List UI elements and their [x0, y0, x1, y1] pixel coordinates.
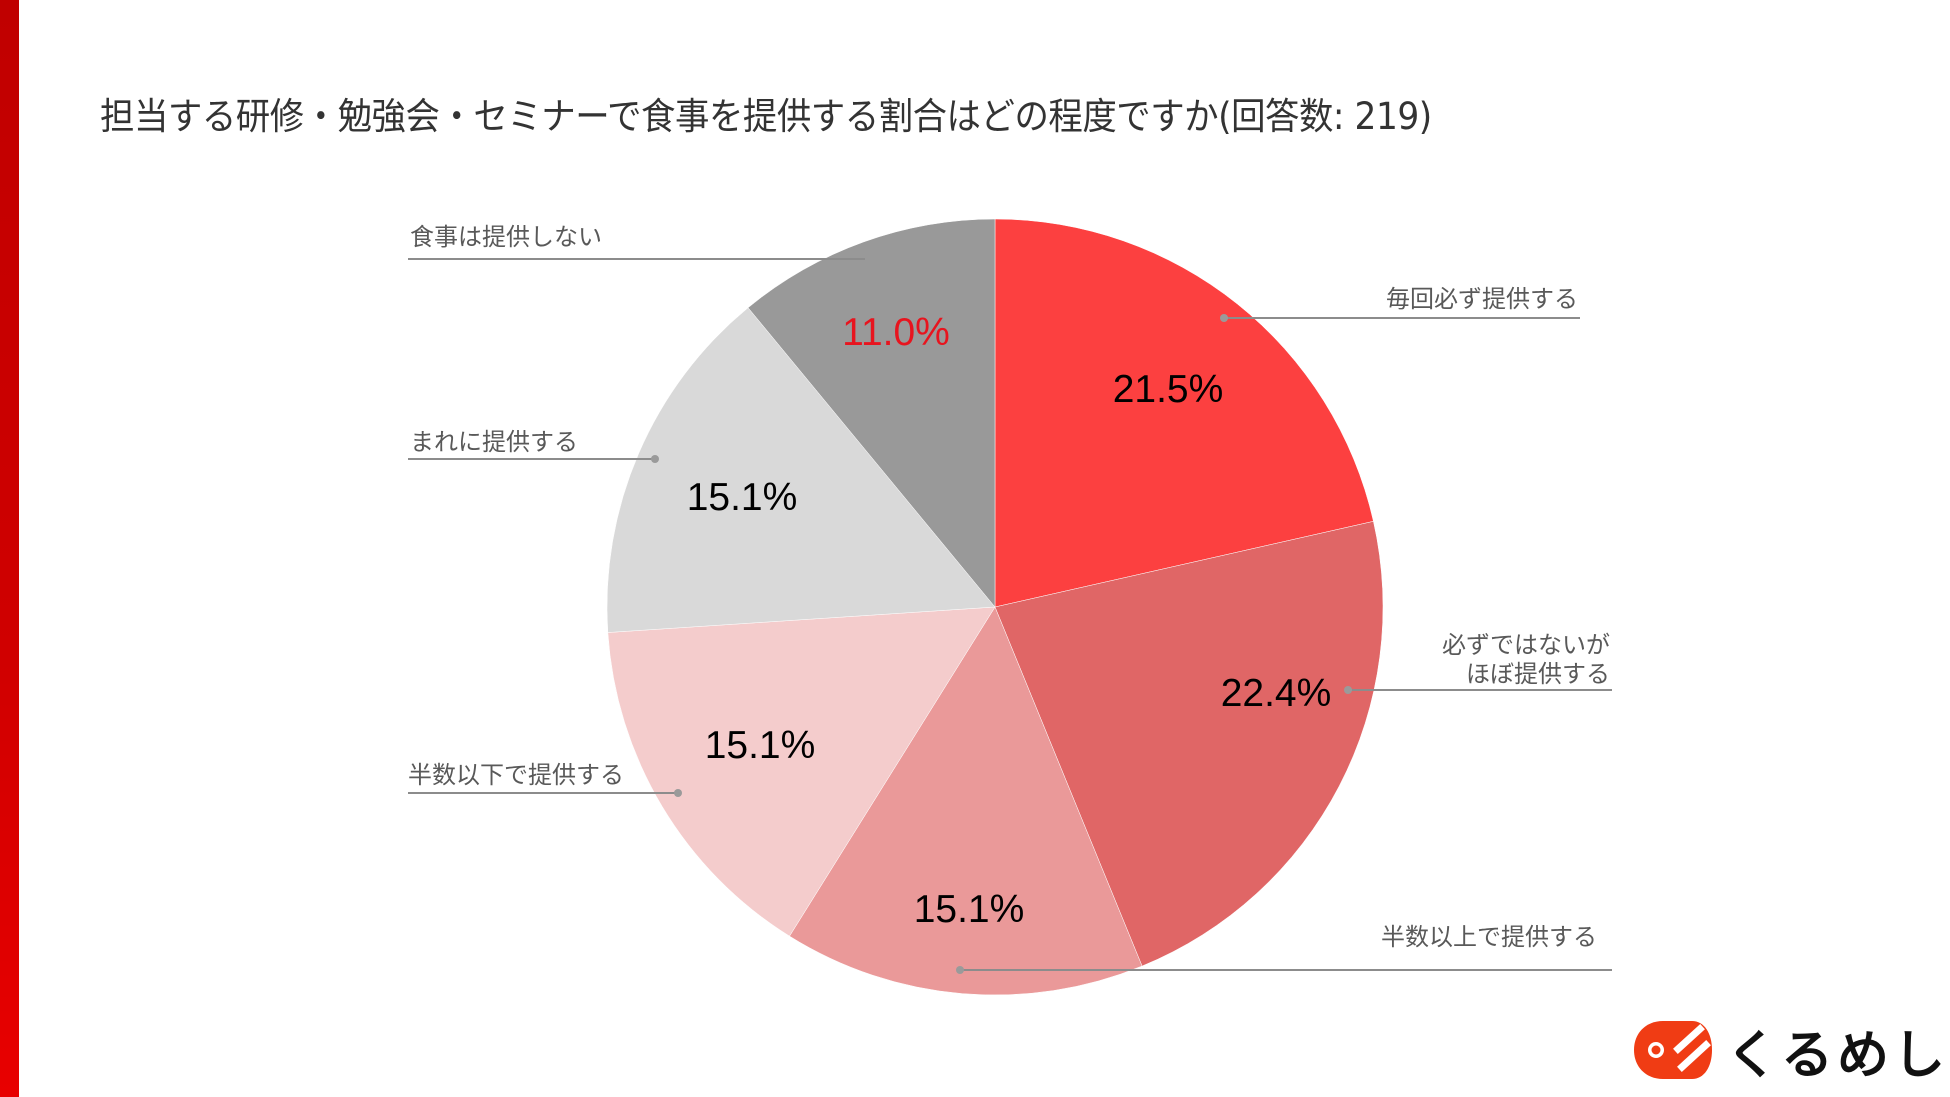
kurumeshi-logo-icon [1634, 1021, 1712, 1079]
value-label-rarely: 15.1% [686, 476, 798, 519]
label-never: 食事は提供しない [410, 223, 602, 251]
label-almost-line1: 必ずではないが [1442, 631, 1610, 659]
pie-slice [994, 218, 1374, 608]
value-label-every-time: 21.5% [1112, 368, 1224, 411]
value-label-never: 11.0% [842, 311, 950, 354]
pie-slice [994, 521, 1384, 967]
accent-bar [0, 0, 19, 1097]
pie-slice [747, 218, 996, 608]
pie-slices [606, 218, 1384, 996]
value-label-less-than-half: 15.1% [704, 724, 816, 767]
value-label-almost: 22.4% [1220, 672, 1332, 715]
leader-lines [408, 258, 1612, 974]
label-rarely: まれに提供する [410, 428, 578, 456]
label-every-time: 毎回必ず提供する [1386, 285, 1578, 313]
pie-slice [606, 307, 996, 633]
brand-logo: くるめし [1632, 1015, 1949, 1086]
pie-slice [789, 606, 1143, 996]
value-label-more-than-half: 15.1% [913, 888, 1025, 931]
label-less-than-half: 半数以下で提供する [408, 761, 624, 789]
label-more-than-half: 半数以上で提供する [1381, 923, 1597, 951]
brand-name: くるめし [1726, 1025, 1949, 1086]
label-almost-line2: ほぼ提供する [1466, 660, 1610, 688]
chart-title: 担当する研修・勉強会・セミナーで食事を提供する割合はどの程度ですか(回答数: 2… [100, 95, 1432, 138]
pie-slice [607, 606, 996, 937]
